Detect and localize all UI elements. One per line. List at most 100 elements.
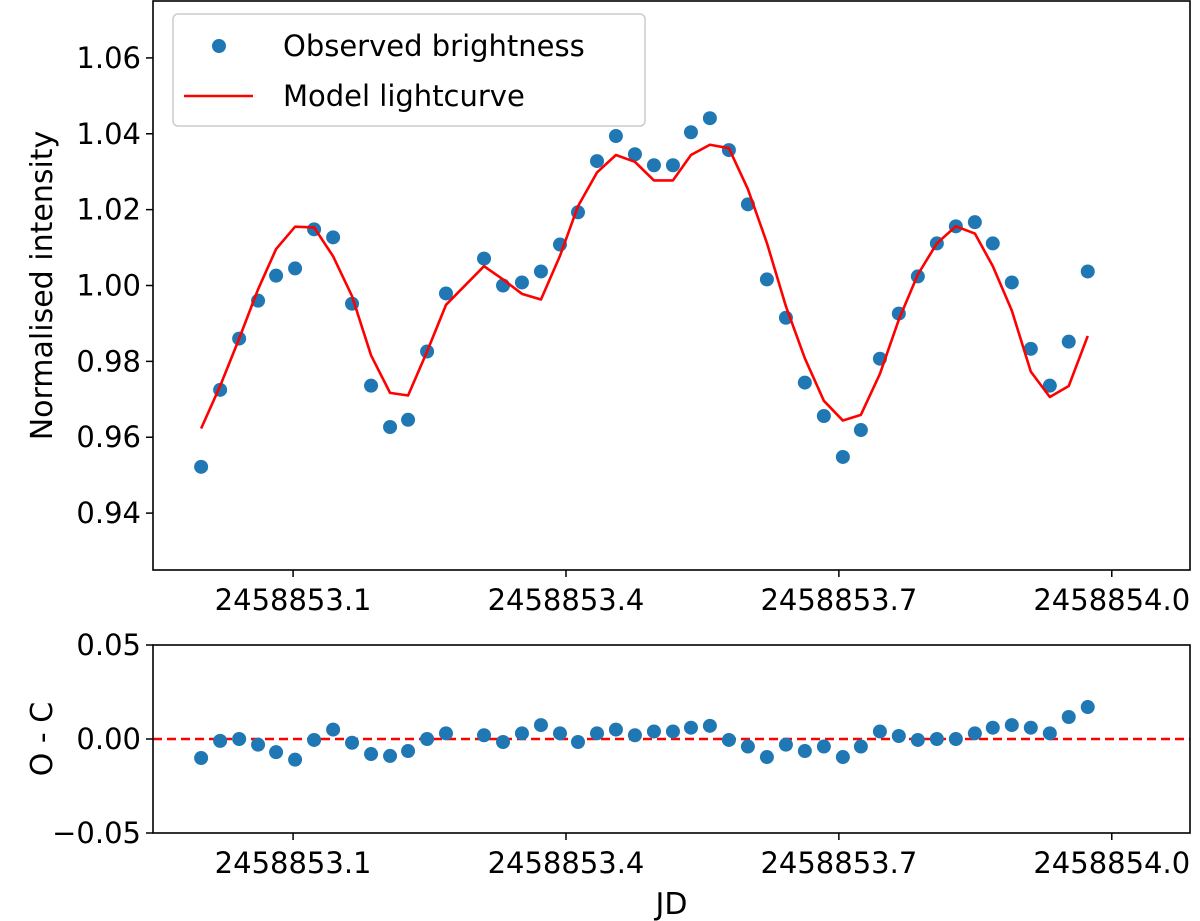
data-point — [853, 739, 868, 754]
legend-marker — [212, 39, 226, 53]
data-point — [835, 449, 850, 464]
data-point — [194, 750, 209, 765]
data-point — [533, 264, 548, 279]
data-point — [533, 718, 548, 733]
data-point — [985, 720, 1000, 735]
data-point — [967, 726, 982, 741]
data-point — [948, 732, 963, 746]
axes-frame — [152, 644, 1191, 834]
data-point — [326, 230, 341, 245]
data-point — [1023, 341, 1038, 356]
y-tick-label: 0.96 — [76, 420, 141, 454]
chart-panel: −0.05 0.00 0.05 2458853.1 2458853.4 2458853.7… — [25, 628, 1191, 921]
x-tick-label: 2458853.1 — [215, 846, 372, 880]
data-point — [420, 732, 435, 746]
data-point — [1080, 264, 1095, 279]
data-point — [702, 718, 717, 733]
axes-frame — [152, 0, 1191, 571]
data-point — [985, 236, 1000, 251]
data-point — [326, 722, 341, 737]
data-point — [891, 728, 906, 743]
data-point — [438, 726, 453, 741]
data-point — [759, 272, 774, 287]
data-point — [853, 423, 868, 438]
data-point — [816, 739, 831, 754]
data-point — [1061, 334, 1076, 349]
data-point — [213, 733, 228, 748]
y-axis-label: Normalised intensity — [25, 131, 60, 441]
data-point — [307, 732, 322, 747]
data-point — [269, 268, 284, 283]
data-point — [1004, 718, 1019, 733]
data-point — [646, 158, 661, 173]
data-point — [288, 261, 303, 276]
data-point — [721, 732, 736, 747]
data-point — [589, 726, 604, 741]
data-point — [1080, 700, 1095, 715]
data-point — [665, 158, 680, 173]
y-tick-label: 0.05 — [76, 628, 141, 662]
data-point — [702, 111, 717, 126]
data-point — [477, 251, 492, 266]
data-point — [816, 408, 831, 423]
x-tick-label: 2458853.4 — [488, 583, 645, 617]
data-point — [759, 750, 774, 765]
y-tick-label: 0.98 — [76, 344, 141, 378]
data-point — [665, 724, 680, 739]
data-point — [232, 732, 247, 746]
x-tick-label: 2458853.7 — [760, 583, 917, 617]
chart-panel: 0.94 0.96 0.98 1.00 1.02 1.04 1.06 2458853.1 245… — [25, 0, 1191, 617]
data-point — [608, 722, 623, 737]
data-point — [740, 739, 755, 754]
x-tick-label: 2458853.7 — [760, 846, 917, 880]
data-point — [1042, 726, 1057, 741]
legend-label: Observed brightness — [283, 29, 585, 63]
data-point — [514, 275, 529, 290]
data-point — [383, 748, 398, 763]
data-point — [683, 125, 698, 140]
legend: Observed brightness Model lightcurve — [172, 13, 646, 127]
x-tick-label: 2458854.0 — [1033, 583, 1190, 617]
data-point — [967, 215, 982, 230]
data-point — [514, 726, 529, 741]
y-tick-label: 1.02 — [76, 193, 141, 227]
data-point — [1023, 720, 1038, 735]
data-point — [1061, 710, 1076, 725]
data-point — [589, 154, 604, 169]
data-point — [364, 378, 379, 393]
y-tick-label: 1.06 — [76, 41, 141, 75]
legend-frame — [172, 13, 646, 127]
data-point — [608, 129, 623, 144]
data-point — [401, 412, 416, 427]
data-point — [683, 720, 698, 735]
data-point — [194, 459, 209, 474]
data-point — [364, 747, 379, 762]
data-point — [383, 419, 398, 434]
data-point — [345, 735, 360, 750]
data-point — [910, 732, 925, 747]
x-tick-label: 2458853.4 — [488, 846, 645, 880]
data-point — [1042, 378, 1057, 393]
data-point — [251, 737, 266, 752]
data-point — [438, 286, 453, 301]
y-tick-label: 1.00 — [76, 269, 141, 303]
data-point — [288, 752, 303, 767]
data-point — [872, 724, 887, 739]
data-point — [797, 744, 812, 759]
data-point — [627, 728, 642, 743]
y-axis-label: O - C — [25, 702, 60, 776]
model-line — [199, 143, 1089, 430]
data-point — [552, 726, 567, 741]
y-tick-label: 0.00 — [76, 722, 141, 756]
data-point — [797, 375, 812, 390]
data-point — [570, 735, 585, 750]
y-tick-label: 1.04 — [76, 117, 141, 151]
y-tick-label: 0.94 — [76, 496, 141, 530]
data-point — [269, 745, 284, 760]
y-tick-label: −0.05 — [52, 816, 141, 850]
data-point — [496, 735, 511, 750]
data-point — [401, 744, 416, 759]
legend-label: Model lightcurve — [283, 79, 525, 113]
data-point — [929, 732, 944, 746]
